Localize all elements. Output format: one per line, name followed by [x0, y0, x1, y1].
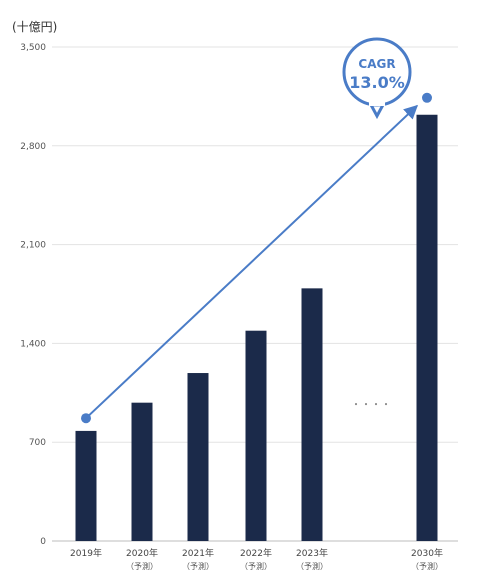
cagr-callout: CAGR 13.0% — [342, 37, 412, 120]
x-tick-sublabel: （予測） — [240, 561, 272, 571]
y-tick-label: 1,400 — [20, 339, 46, 349]
x-tick-label: 2030年 — [411, 547, 443, 559]
trend-start-point — [81, 413, 91, 424]
trend-arrow — [85, 104, 419, 419]
bar — [416, 114, 438, 542]
x-tick-label: 2020年 — [126, 547, 158, 559]
y-tick-label: 2,100 — [20, 241, 46, 251]
y-tick-label: 3,500 — [20, 43, 46, 53]
bars — [75, 114, 438, 542]
x-tick-label: 2019年 — [70, 547, 102, 559]
x-tick-sublabel: （予測） — [126, 561, 158, 571]
cagr-label: CAGR — [358, 57, 395, 71]
x-tick-sublabel: （予測） — [182, 561, 214, 571]
y-axis-ticks: 0 700 1,400 2,100 2,800 3,500 — [20, 43, 46, 547]
x-tick-label: 2022年 — [240, 547, 272, 559]
y-tick-label: 2,800 — [20, 142, 46, 152]
callout-bubble — [342, 37, 412, 107]
y-tick-label: 0 — [40, 537, 46, 547]
bar — [301, 288, 323, 541]
bar — [187, 373, 209, 541]
y-tick-label: 700 — [29, 438, 46, 448]
trend-end-point — [422, 92, 432, 103]
x-tick-label: 2023年 — [296, 547, 328, 559]
bar — [75, 430, 97, 541]
bar — [245, 330, 267, 541]
ellipsis-gap: ・・・・ — [351, 400, 391, 411]
x-tick-label: 2021年 — [182, 547, 214, 559]
cagr-trend-line — [81, 92, 432, 424]
x-tick-sublabel: （予測） — [296, 561, 328, 571]
y-axis-unit-label: (十億円) — [12, 20, 58, 34]
cagr-value: 13.0% — [349, 73, 405, 92]
x-axis-labels: 2019年 2020年 （予測） 2021年 （予測） 2022年 （予測） 2023年 （予測… — [70, 547, 443, 571]
x-tick-sublabel: （予測） — [411, 561, 443, 571]
bar — [131, 402, 153, 541]
